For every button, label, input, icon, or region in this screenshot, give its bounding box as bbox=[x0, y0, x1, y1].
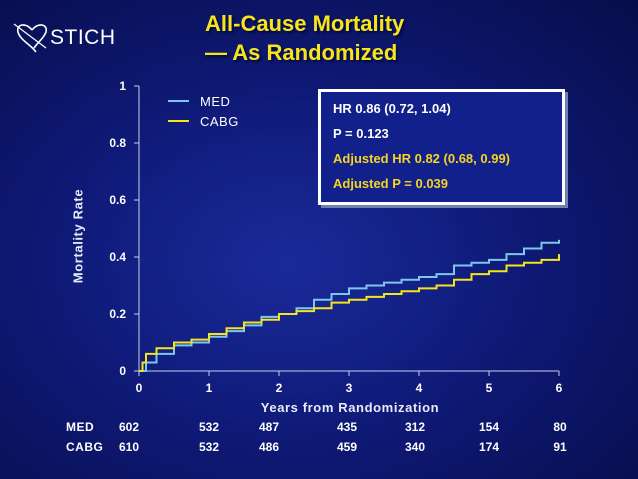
x-axis-label: Years from Randomization bbox=[260, 400, 440, 415]
risk-cell-med: 435 bbox=[336, 420, 358, 434]
x-tick-label: 1 bbox=[206, 381, 213, 395]
y-tick-label: 0.6 bbox=[109, 193, 126, 207]
series-line-med bbox=[139, 239, 560, 372]
risk-cell-med: 312 bbox=[404, 420, 426, 434]
y-tick-label: 0.4 bbox=[109, 250, 126, 264]
y-tick-label: 1 bbox=[119, 79, 126, 93]
risk-cell-med: 80 bbox=[553, 420, 567, 434]
chart-title: All-Cause Mortality — As Randomized bbox=[205, 9, 465, 67]
risk-cell-cabg: 340 bbox=[404, 440, 426, 454]
stats-box-inner: HR 0.86 (0.72, 1.04) P = 0.123 Adjusted … bbox=[321, 92, 562, 202]
x-tick-label: 6 bbox=[556, 381, 563, 395]
logo-text: STICH bbox=[50, 26, 116, 49]
risk-cell-cabg: 174 bbox=[478, 440, 500, 454]
risk-cell-med: 154 bbox=[478, 420, 500, 434]
adjusted-hr-text: Adjusted HR 0.82 (0.68, 0.99) bbox=[333, 151, 511, 166]
risk-cell-cabg: 610 bbox=[118, 440, 140, 454]
risk-cell-med: 532 bbox=[198, 420, 220, 434]
title-line-2: — As Randomized bbox=[205, 40, 398, 65]
risk-cell-cabg: 486 bbox=[258, 440, 280, 454]
stats-box: HR 0.86 (0.72, 1.04) P = 0.123 Adjusted … bbox=[318, 89, 565, 205]
hr-text: HR 0.86 (0.72, 1.04) bbox=[333, 101, 451, 116]
stich-logo-heart-icon bbox=[13, 23, 48, 53]
x-tick-label: 2 bbox=[276, 381, 283, 395]
legend-label-med: MED bbox=[200, 94, 230, 109]
x-tick-label: 3 bbox=[346, 381, 353, 395]
x-tick-label: 5 bbox=[486, 381, 493, 395]
y-tick-label: 0.2 bbox=[109, 307, 126, 321]
legend-label-cabg: CABG bbox=[200, 114, 239, 129]
x-tick-label: 0 bbox=[136, 381, 143, 395]
x-tick-label: 4 bbox=[416, 381, 423, 395]
risk-row-label-med: MED bbox=[66, 420, 95, 434]
y-tick-label: 0.8 bbox=[109, 136, 126, 150]
series-line-cabg bbox=[139, 254, 560, 372]
risk-cell-cabg: 459 bbox=[336, 440, 358, 454]
adjusted-p-value-text: Adjusted P = 0.039 bbox=[333, 176, 449, 191]
risk-row-label-cabg: CABG bbox=[66, 440, 104, 454]
risk-cell-cabg: 532 bbox=[198, 440, 220, 454]
risk-cell-cabg: 91 bbox=[553, 440, 567, 454]
risk-cell-med: 487 bbox=[258, 420, 280, 434]
title-line-1: All-Cause Mortality bbox=[205, 11, 405, 36]
y-tick-label: 0 bbox=[119, 364, 126, 378]
p-value-text: P = 0.123 bbox=[333, 126, 389, 141]
risk-cell-med: 602 bbox=[118, 420, 140, 434]
